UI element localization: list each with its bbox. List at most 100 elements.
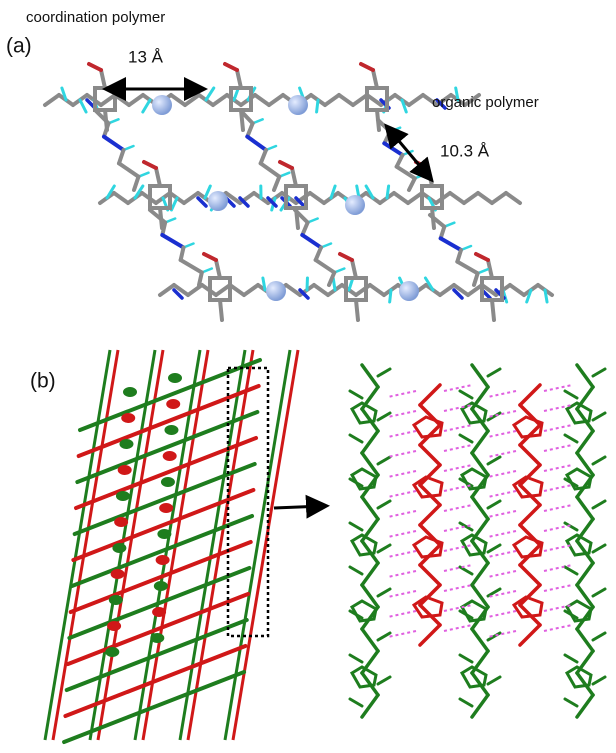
bond (593, 501, 605, 508)
bond (181, 260, 202, 273)
bond (593, 545, 605, 552)
h-bond (388, 431, 416, 437)
bond (350, 391, 362, 398)
h-bond (444, 385, 472, 391)
bond (378, 677, 390, 684)
bond (230, 285, 244, 295)
metal-atom (163, 451, 177, 461)
bond (350, 655, 362, 662)
bond (261, 163, 280, 176)
h-bond (388, 471, 416, 477)
metal-atom (114, 517, 128, 527)
h-bond (488, 531, 516, 537)
bond (213, 95, 227, 105)
bond (144, 162, 156, 168)
bond (362, 629, 378, 651)
bond (101, 95, 115, 105)
bond (171, 95, 185, 105)
h-bond (444, 405, 472, 411)
bond (472, 365, 488, 387)
bond (520, 445, 540, 465)
bond (244, 285, 258, 295)
ring (567, 601, 591, 621)
h-bond (388, 571, 416, 577)
h-bond (544, 505, 572, 511)
bond (220, 300, 222, 320)
bond (247, 123, 252, 136)
bond (115, 95, 129, 105)
bond (460, 435, 472, 442)
bond (269, 95, 283, 105)
metal-atom (166, 399, 180, 409)
bond (255, 95, 269, 105)
bond (420, 445, 440, 465)
metal-atom (164, 425, 178, 435)
bond (593, 413, 605, 420)
h-bond (544, 445, 572, 451)
h-bond (388, 511, 416, 517)
bond (420, 385, 440, 405)
bond (356, 300, 358, 320)
bond (488, 457, 500, 464)
bond (339, 95, 353, 105)
bond (577, 365, 593, 387)
bond (520, 625, 540, 645)
bond (593, 369, 605, 376)
bond (156, 168, 160, 186)
bond (457, 262, 477, 274)
h-bond (388, 391, 416, 397)
bond (565, 567, 577, 574)
h-bond (488, 451, 516, 457)
label: organic polymer (432, 94, 539, 111)
metal-atom (150, 633, 164, 643)
bond (577, 497, 593, 519)
bond (520, 505, 540, 525)
bond (45, 95, 59, 105)
h-bond (444, 445, 472, 451)
bond (119, 150, 124, 163)
bond (310, 193, 324, 203)
h-bond (544, 545, 572, 551)
bond (274, 177, 279, 190)
bond (362, 431, 378, 453)
metal-atom (123, 387, 137, 397)
bond (394, 193, 408, 203)
bond (472, 695, 488, 717)
bond (378, 369, 390, 376)
bond (204, 254, 216, 260)
bond (565, 699, 577, 706)
bond (302, 235, 321, 248)
h-bond (444, 585, 472, 591)
metal-atom (345, 195, 365, 215)
bond (206, 88, 214, 100)
bond (520, 565, 540, 585)
bond (472, 563, 488, 585)
bond (409, 178, 415, 190)
bond (199, 273, 202, 286)
bond (397, 167, 415, 179)
h-bond (488, 571, 516, 577)
metal-atom (107, 621, 121, 631)
h-bond (488, 551, 516, 557)
bond (420, 505, 440, 525)
bond (286, 285, 300, 295)
bond (472, 497, 488, 519)
bond (593, 457, 605, 464)
metal-atom (399, 281, 419, 301)
ring (352, 469, 376, 489)
metal-atom (111, 569, 125, 579)
bond (440, 285, 454, 295)
bond (129, 95, 143, 105)
metal-atom (208, 191, 228, 211)
bond (464, 193, 478, 203)
h-bond (544, 625, 572, 631)
bond (317, 100, 318, 112)
h-bond (388, 591, 416, 597)
metal-atom (119, 439, 133, 449)
bond (506, 193, 520, 203)
h-bond (488, 391, 516, 397)
bond (565, 655, 577, 662)
bond (353, 95, 367, 105)
h-bond (488, 471, 516, 477)
bond (162, 235, 183, 248)
